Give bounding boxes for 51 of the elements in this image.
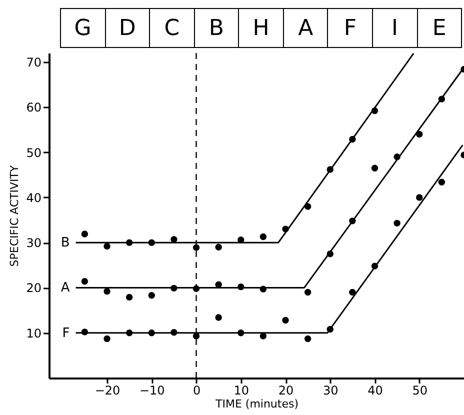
point (148, 292, 155, 299)
y-axis-title: SPECIFIC ACTIVITY (8, 165, 22, 267)
point (104, 335, 110, 342)
text: H (238, 9, 283, 47)
text: I (372, 9, 416, 47)
x-tick-label: 40 (368, 384, 383, 398)
point (349, 288, 356, 296)
y-tick-label: 50 (26, 146, 42, 160)
point (104, 242, 110, 250)
x-tick-label: −20 (94, 384, 120, 398)
x-tick-label: 10 (234, 384, 250, 398)
x-tick-label: 0 (192, 384, 201, 398)
y-tick-label: 40 (26, 190, 42, 205)
point (394, 220, 400, 227)
point (126, 294, 133, 301)
series-label: A (60, 280, 70, 296)
point (215, 244, 222, 250)
point (416, 130, 423, 138)
text: D (104, 9, 150, 47)
x-tick-label: 30 (322, 384, 338, 398)
series-label: F (62, 326, 70, 341)
point (170, 236, 178, 243)
y-tick-label: 20 (26, 281, 42, 296)
series-label: B (60, 236, 70, 251)
point (81, 230, 88, 238)
y-tick-label: 60 (26, 100, 42, 115)
point (438, 178, 446, 186)
text: A (282, 9, 328, 47)
point (282, 316, 289, 324)
point (260, 332, 267, 340)
y-tick-label: 70 (26, 56, 42, 70)
y-tick-label: 30 (26, 236, 42, 250)
text: C (149, 9, 194, 47)
point (416, 194, 423, 201)
x-tick-label: 50 (412, 384, 428, 398)
point (260, 233, 267, 240)
x-tick-label: 20 (278, 384, 294, 398)
x-tick-label: −10 (139, 384, 165, 398)
point (215, 281, 222, 288)
point (304, 288, 312, 296)
y-tick-label: 10 (26, 326, 42, 340)
text: E (416, 9, 462, 47)
point (104, 288, 110, 295)
text: G (73, 14, 92, 42)
point (304, 335, 312, 342)
point (81, 278, 88, 285)
text: F (327, 9, 372, 47)
point (215, 314, 222, 321)
text: B (194, 9, 238, 47)
x-axis-title: TIME (minutes) (214, 398, 299, 410)
point (371, 164, 378, 172)
